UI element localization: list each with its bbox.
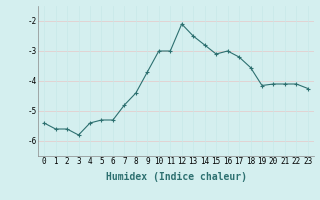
X-axis label: Humidex (Indice chaleur): Humidex (Indice chaleur)	[106, 172, 246, 182]
